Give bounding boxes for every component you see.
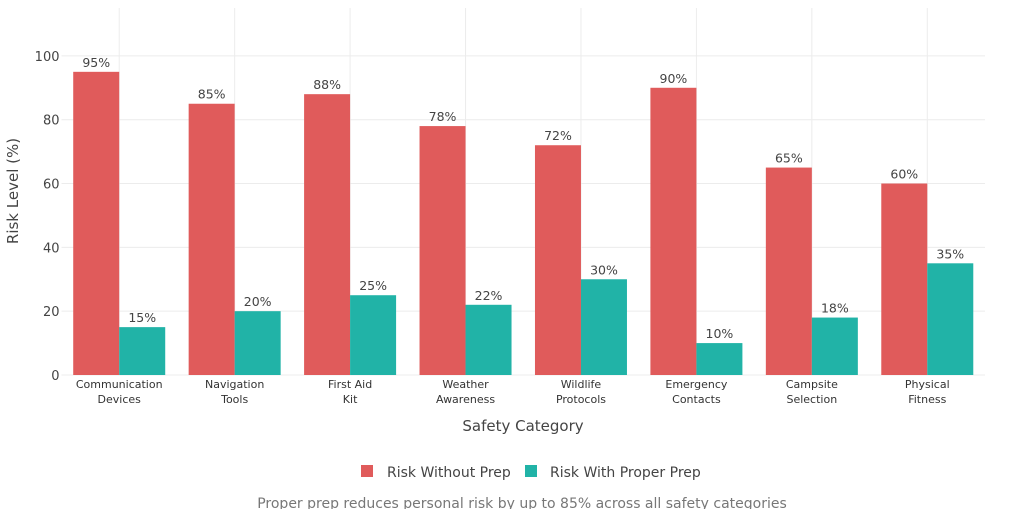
x-tick-label: Weather — [442, 378, 489, 391]
bar[interactable] — [811, 317, 858, 375]
bar[interactable] — [881, 183, 928, 375]
legend-label-with[interactable]: Risk With Proper Prep — [550, 465, 701, 481]
legend-swatch-with — [525, 465, 537, 477]
y-axis-label: Risk Level (%) — [4, 138, 22, 244]
data-label: 10% — [706, 326, 734, 341]
bar[interactable] — [650, 87, 697, 376]
bar[interactable] — [696, 343, 743, 375]
legend-label-without[interactable]: Risk Without Prep — [387, 465, 511, 481]
bar[interactable] — [234, 311, 281, 375]
data-label: 15% — [128, 310, 156, 325]
legend: Risk Without Prep Risk With Proper Prep — [361, 465, 701, 481]
bar[interactable] — [534, 145, 581, 375]
bar[interactable] — [927, 263, 974, 375]
data-label: 78% — [429, 109, 457, 124]
x-tick-label: Protocols — [556, 393, 606, 406]
y-tick-label: 20 — [43, 305, 60, 320]
bar[interactable] — [765, 167, 812, 375]
bar[interactable] — [419, 126, 466, 375]
x-tick-label: Contacts — [672, 393, 721, 406]
data-label: 72% — [544, 128, 572, 143]
y-tick-label: 0 — [51, 369, 59, 384]
data-label: 95% — [82, 55, 110, 70]
data-label: 85% — [198, 87, 226, 102]
subtitle: Proper prep reduces personal risk by up … — [257, 496, 787, 509]
data-label: 30% — [590, 262, 618, 277]
x-tick-label: Awareness — [436, 393, 495, 406]
y-tick-label: 40 — [43, 241, 60, 256]
bar[interactable] — [119, 327, 166, 375]
x-tick-label: Physical — [905, 378, 950, 391]
data-label: 25% — [359, 278, 387, 293]
y-tick-label: 60 — [43, 178, 60, 193]
bars — [73, 71, 974, 376]
bar[interactable] — [350, 295, 397, 375]
x-tick-label: Fitness — [908, 393, 946, 406]
data-label: 88% — [313, 77, 341, 92]
data-label: 22% — [475, 288, 503, 303]
x-tick-label: First Aid — [328, 378, 372, 391]
x-tick-label: Navigation — [205, 378, 264, 391]
bar[interactable] — [304, 94, 351, 375]
x-axis-label: Safety Category — [462, 417, 583, 435]
bar[interactable] — [580, 279, 627, 375]
x-tick-label: Tools — [220, 393, 248, 406]
x-tick-label: Wildlife — [561, 378, 602, 391]
x-tick-label: Campsite — [786, 378, 838, 391]
y-tick-label: 100 — [35, 50, 60, 65]
y-tick-label: 80 — [43, 114, 60, 129]
data-label: 20% — [244, 294, 272, 309]
legend-swatch-without — [361, 465, 373, 477]
data-label: 18% — [821, 301, 849, 316]
data-label: 65% — [775, 151, 803, 166]
bar[interactable] — [73, 71, 120, 376]
x-tick-label: Emergency — [665, 378, 728, 391]
data-label: 35% — [936, 246, 964, 261]
x-tick-label: Kit — [343, 393, 358, 406]
data-label: 60% — [890, 167, 918, 182]
bar[interactable] — [465, 304, 512, 375]
x-tick-label: Selection — [786, 393, 837, 406]
bar[interactable] — [188, 103, 235, 375]
x-tick-label: Devices — [98, 393, 142, 406]
x-tick-label: Communication — [76, 378, 163, 391]
data-label: 90% — [660, 71, 688, 86]
labels: 0 20 40 60 80 100 Communication Devices 95% 15% Na… — [35, 50, 965, 406]
